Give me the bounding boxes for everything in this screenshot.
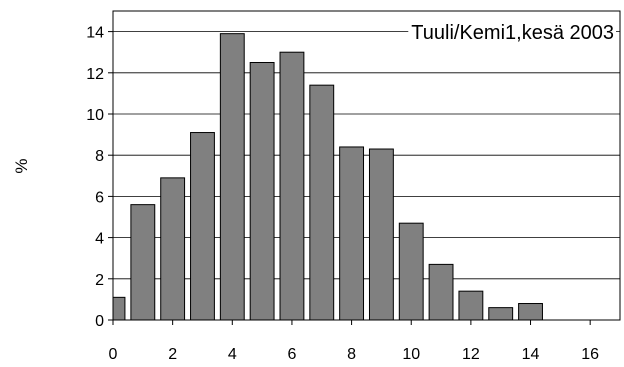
title-background — [408, 21, 616, 45]
bar — [309, 84, 335, 321]
x-axis: 0 2 4 6 8 10 12 14 16 — [109, 320, 599, 363]
gridlines — [113, 31, 620, 280]
y-axis-label: % — [12, 158, 31, 173]
y-tick-label: 6 — [95, 189, 104, 206]
y-axis: 0 2 4 6 8 10 12 14 — [86, 25, 113, 330]
bar — [368, 148, 394, 321]
bar — [279, 51, 305, 321]
bar — [458, 290, 484, 321]
bar — [339, 146, 365, 321]
plot-frame — [112, 10, 621, 321]
y-tick-label: 12 — [86, 66, 104, 83]
x-tick-label: 12 — [462, 346, 480, 363]
y-tick-label: 14 — [86, 25, 104, 42]
bar — [518, 303, 543, 321]
x-tick-label: 0 — [109, 346, 118, 363]
chart-title: Tuuli/Kemi1,kesä 2003 — [411, 22, 614, 44]
x-tick-label: 4 — [228, 346, 237, 363]
bar — [160, 177, 186, 321]
y-tick-label: 4 — [95, 231, 104, 248]
bar — [190, 132, 215, 321]
x-tick-label: 6 — [287, 346, 296, 363]
y-tick-label: 0 — [95, 313, 104, 330]
x-tick-label: 16 — [581, 346, 599, 363]
y-tick-label: 2 — [95, 272, 104, 289]
bar — [249, 62, 275, 321]
y-tick-label: 10 — [86, 107, 104, 124]
bar — [488, 307, 514, 321]
x-tick-label: 2 — [168, 346, 177, 363]
bar — [428, 263, 454, 321]
bar — [219, 33, 245, 321]
x-tick-label: 8 — [347, 346, 356, 363]
y-tick-label: 8 — [95, 148, 104, 165]
x-tick-label: 10 — [402, 346, 420, 363]
bar — [112, 296, 126, 321]
bar — [130, 204, 156, 321]
x-tick-label: 14 — [522, 346, 540, 363]
bar — [398, 222, 424, 321]
bars — [112, 33, 543, 321]
